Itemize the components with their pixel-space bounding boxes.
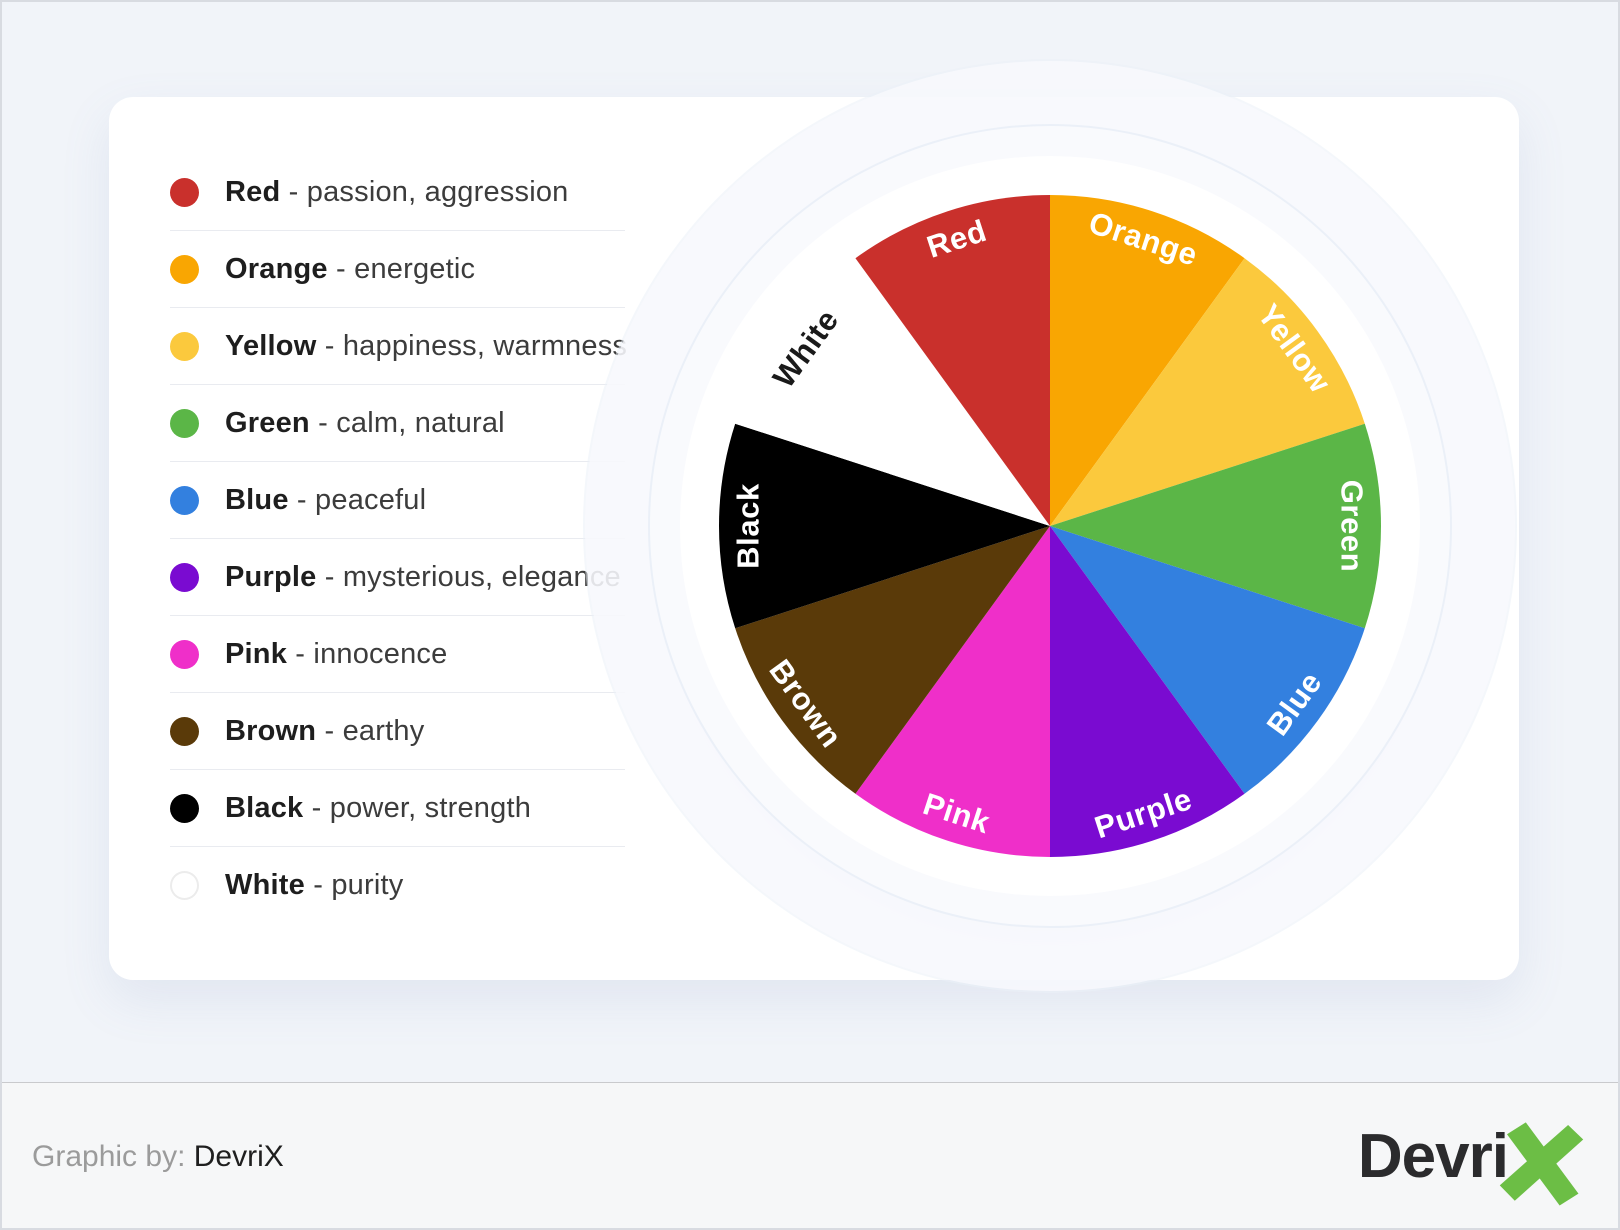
credit-value: DevriX [185,1139,284,1173]
legend-item-yellow: Yellow - happiness, warmness [170,308,628,385]
legend-label: Blue - peaceful [225,483,427,516]
legend-label: Purple - mysterious, elegance [225,560,621,593]
legend-label: Green - calm, natural [225,406,505,439]
pie-slice-yellow [1050,258,1365,526]
pie-slice-brown [735,526,1050,794]
legend-item-purple: Purple - mysterious, elegance [170,539,625,616]
logo-x-icon [1499,1121,1584,1205]
legend-item-black: Black - power, strength [170,770,625,847]
legend-label: Black - power, strength [225,791,532,824]
devrix-logo: Devri [1358,1106,1588,1208]
pie-slice-red [855,195,1050,526]
credit-label: Graphic by: [32,1139,186,1173]
pie-slice-orange [1050,195,1245,526]
legend-item-pink: Pink - innocence [170,616,625,693]
pie-label-green: Green [1335,480,1370,573]
footer: Graphic by: DevriX Devri [2,1082,1618,1228]
pie-chart-svg: OrangeYellowGreenBluePurplePinkBrownBlac… [719,195,1381,857]
logo-wordmark: Devri [1357,1122,1509,1191]
pie-slice-pink [855,526,1050,857]
pie-label-black: Black [731,483,766,569]
legend-item-green: Green - calm, natural [170,385,625,462]
legend-label: Pink - innocence [225,637,448,670]
legend-label: Brown - earthy [225,714,425,747]
pie-slice-blue [1050,526,1365,794]
red-swatch-icon [170,177,199,207]
yellow-swatch-icon [170,331,199,361]
legend-item-orange: Orange - energetic [170,231,625,308]
purple-swatch-icon [170,562,199,592]
legend-item-blue: Blue - peaceful [170,462,625,539]
pie-slice-purple [1050,526,1245,857]
legend-label: Red - passion, aggression [225,175,569,208]
green-swatch-icon [170,408,199,438]
legend-label: White - purity [225,868,404,901]
black-swatch-icon [170,793,199,823]
legend-item-red: Red - passion, aggression [170,154,625,231]
pie-slice-green [1050,423,1381,629]
white-swatch-icon [170,870,199,900]
pie-plate: Orange Yellow Green Blue Purple Pink Brown Blac… [680,156,1420,896]
legend-item-white: White - purity [170,847,625,923]
main-card: Red - passion, aggression Orange - energ… [109,97,1519,980]
orange-swatch-icon [170,254,199,284]
color-legend: Red - passion, aggression Orange - energ… [170,154,628,923]
pink-swatch-icon [170,639,199,669]
blue-swatch-icon [170,485,199,515]
pie-slice-black [719,423,1050,629]
legend-label: Orange - energetic [225,252,476,285]
pie-slice-white [735,258,1050,526]
legend-item-brown: Brown - earthy [170,693,625,770]
brown-swatch-icon [170,716,199,746]
legend-label: Yellow - happiness, warmness [225,329,628,362]
credit-text: Graphic by: DevriX [32,1140,284,1174]
